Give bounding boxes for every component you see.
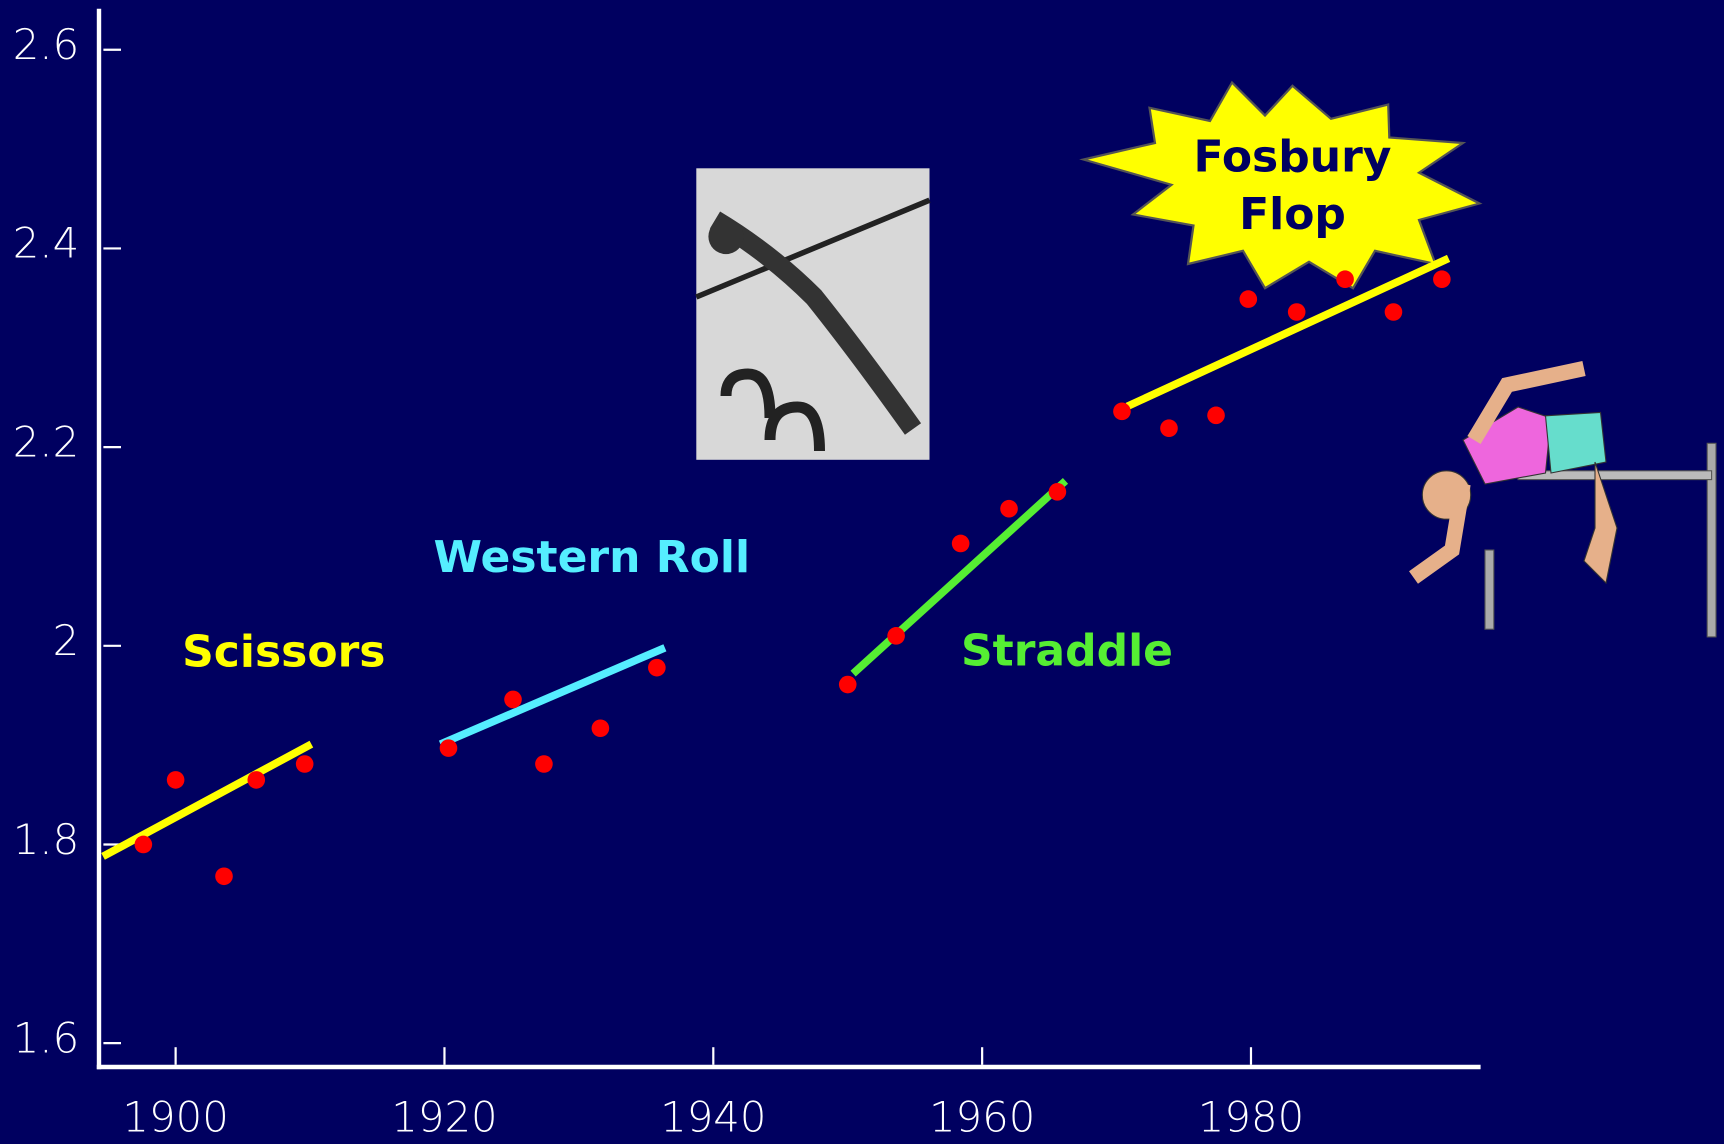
record-point — [295, 755, 314, 773]
x-tick-label: 1900 — [122, 1092, 228, 1141]
record-point — [215, 867, 233, 886]
method-label: Fosbury Flop — [1193, 132, 1392, 240]
record-point — [1000, 499, 1018, 518]
trend-line — [101, 740, 314, 860]
record-point — [1287, 303, 1306, 321]
record-point — [504, 690, 522, 709]
record-point — [247, 771, 266, 789]
record-point — [838, 675, 857, 694]
y-tick-label: 1.8 — [13, 815, 79, 864]
photo — [695, 168, 931, 460]
x-tick-label: 1960 — [929, 1092, 1035, 1141]
record-point — [535, 755, 553, 773]
record-point — [951, 534, 970, 553]
record-point — [134, 835, 153, 854]
record-point — [648, 658, 666, 677]
trend-line — [850, 478, 1069, 677]
record-point — [439, 739, 458, 757]
y-tick-label: 2.2 — [13, 417, 79, 466]
y-tick-label: 2 — [53, 616, 80, 665]
x-tick-label: 1940 — [660, 1092, 766, 1141]
record-point — [1113, 402, 1131, 421]
record-point — [1336, 270, 1354, 289]
method-label: Western Roll — [433, 532, 751, 583]
record-point — [1384, 303, 1403, 321]
record-point — [1048, 483, 1067, 501]
method-label: Scissors — [182, 627, 386, 678]
record-point — [591, 719, 610, 738]
record-point — [1239, 290, 1258, 308]
x-tick-label: 1920 — [391, 1092, 497, 1141]
y-tick-label: 2.4 — [13, 219, 79, 268]
record-point — [1207, 406, 1225, 425]
record-point — [1433, 270, 1451, 289]
x-tick-label: 1980 — [1198, 1092, 1304, 1141]
y-tick-label: 2.6 — [13, 20, 79, 69]
trend-line — [438, 644, 667, 748]
record-point — [1160, 419, 1178, 438]
method-label: Straddle — [960, 625, 1174, 677]
record-point — [887, 627, 905, 645]
jumper-illustration — [1409, 360, 1717, 638]
trend-line — [1125, 254, 1451, 410]
record-point — [166, 771, 185, 789]
starburst — [1079, 80, 1483, 290]
y-tick-label: 1.6 — [13, 1013, 79, 1062]
